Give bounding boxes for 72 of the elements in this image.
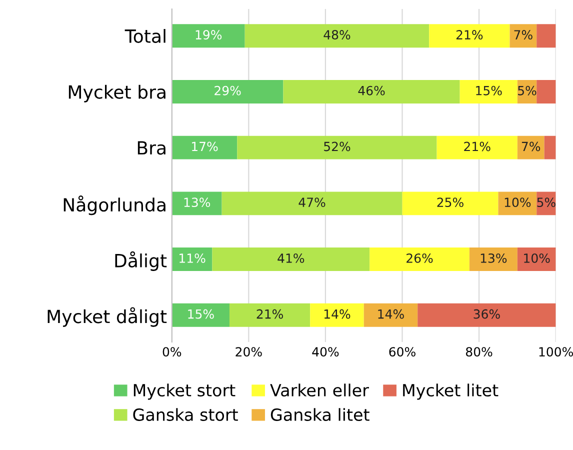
data-label: 10% [504, 198, 531, 208]
data-label: 13% [480, 253, 507, 263]
bar [418, 303, 556, 327]
x-tick-label: 100% [539, 347, 573, 357]
x-tick-label: 20% [236, 347, 262, 357]
bar [498, 192, 537, 216]
data-label: 14% [378, 309, 404, 319]
data-label: 7% [522, 142, 540, 152]
bar [222, 192, 402, 216]
x-tick-label: 40% [312, 347, 339, 357]
bar [460, 80, 518, 104]
data-label: 10% [524, 253, 550, 263]
data-label: 21% [456, 30, 483, 40]
y-tick-label: Dåligt [115, 251, 167, 271]
data-label: 11% [180, 253, 206, 263]
bar [172, 80, 284, 104]
bar [172, 192, 222, 216]
bar [172, 136, 238, 160]
data-label: 36% [474, 309, 500, 319]
data-label: 26% [406, 253, 433, 263]
y-tick-label: Någorlunda [64, 196, 166, 216]
data-label: 14% [324, 309, 350, 319]
data-label: 41% [278, 253, 304, 263]
bar [244, 24, 430, 48]
data-label: 21% [256, 309, 283, 319]
bar [436, 136, 518, 160]
data-label: 15% [476, 86, 502, 96]
data-label: 21% [464, 142, 490, 152]
y-tick-label: Bra [138, 141, 166, 155]
bar [536, 80, 556, 104]
bar [429, 24, 510, 48]
data-label: 25% [437, 198, 464, 208]
data-label: 5% [537, 198, 556, 208]
data-label: 48% [324, 30, 350, 40]
y-tick-label: Mycket bra [68, 84, 166, 102]
data-label: 19% [196, 30, 222, 40]
data-label: 15% [188, 309, 214, 319]
x-tick-label: 0% [162, 347, 182, 357]
data-label: 52% [324, 142, 350, 152]
x-tick-label: 80% [466, 347, 492, 357]
data-label: 29% [214, 86, 241, 96]
bar [229, 303, 310, 327]
bar [517, 248, 556, 272]
bar [172, 303, 230, 327]
legend-label: Mycket litet [403, 384, 498, 400]
bar [517, 136, 544, 160]
bar [364, 303, 418, 327]
data-label: 5% [518, 86, 536, 96]
legend-label: Ganska stort [133, 408, 238, 422]
data-label: 7% [514, 30, 532, 40]
bar [469, 248, 518, 272]
bar [212, 248, 370, 272]
legend-label: Mycket stort [134, 384, 236, 400]
bar [510, 24, 537, 48]
bar [402, 192, 498, 216]
bar [172, 248, 212, 272]
y-tick-label: Mycket dåligt [48, 307, 167, 327]
data-label: 47% [298, 198, 326, 208]
bar [310, 303, 364, 327]
bar [370, 248, 470, 272]
x-tick-label: 60% [389, 347, 416, 357]
legend-label: Varken eller [270, 384, 369, 397]
bar [536, 24, 556, 48]
data-label: 17% [192, 142, 218, 152]
data-label: 46% [358, 86, 385, 96]
y-tick-label: Total [124, 29, 166, 43]
legend-label: Ganska litet [270, 408, 370, 422]
bar [283, 80, 460, 104]
bar [544, 136, 556, 160]
bar [237, 136, 437, 160]
data-label: 13% [184, 198, 210, 208]
bar [172, 24, 245, 48]
